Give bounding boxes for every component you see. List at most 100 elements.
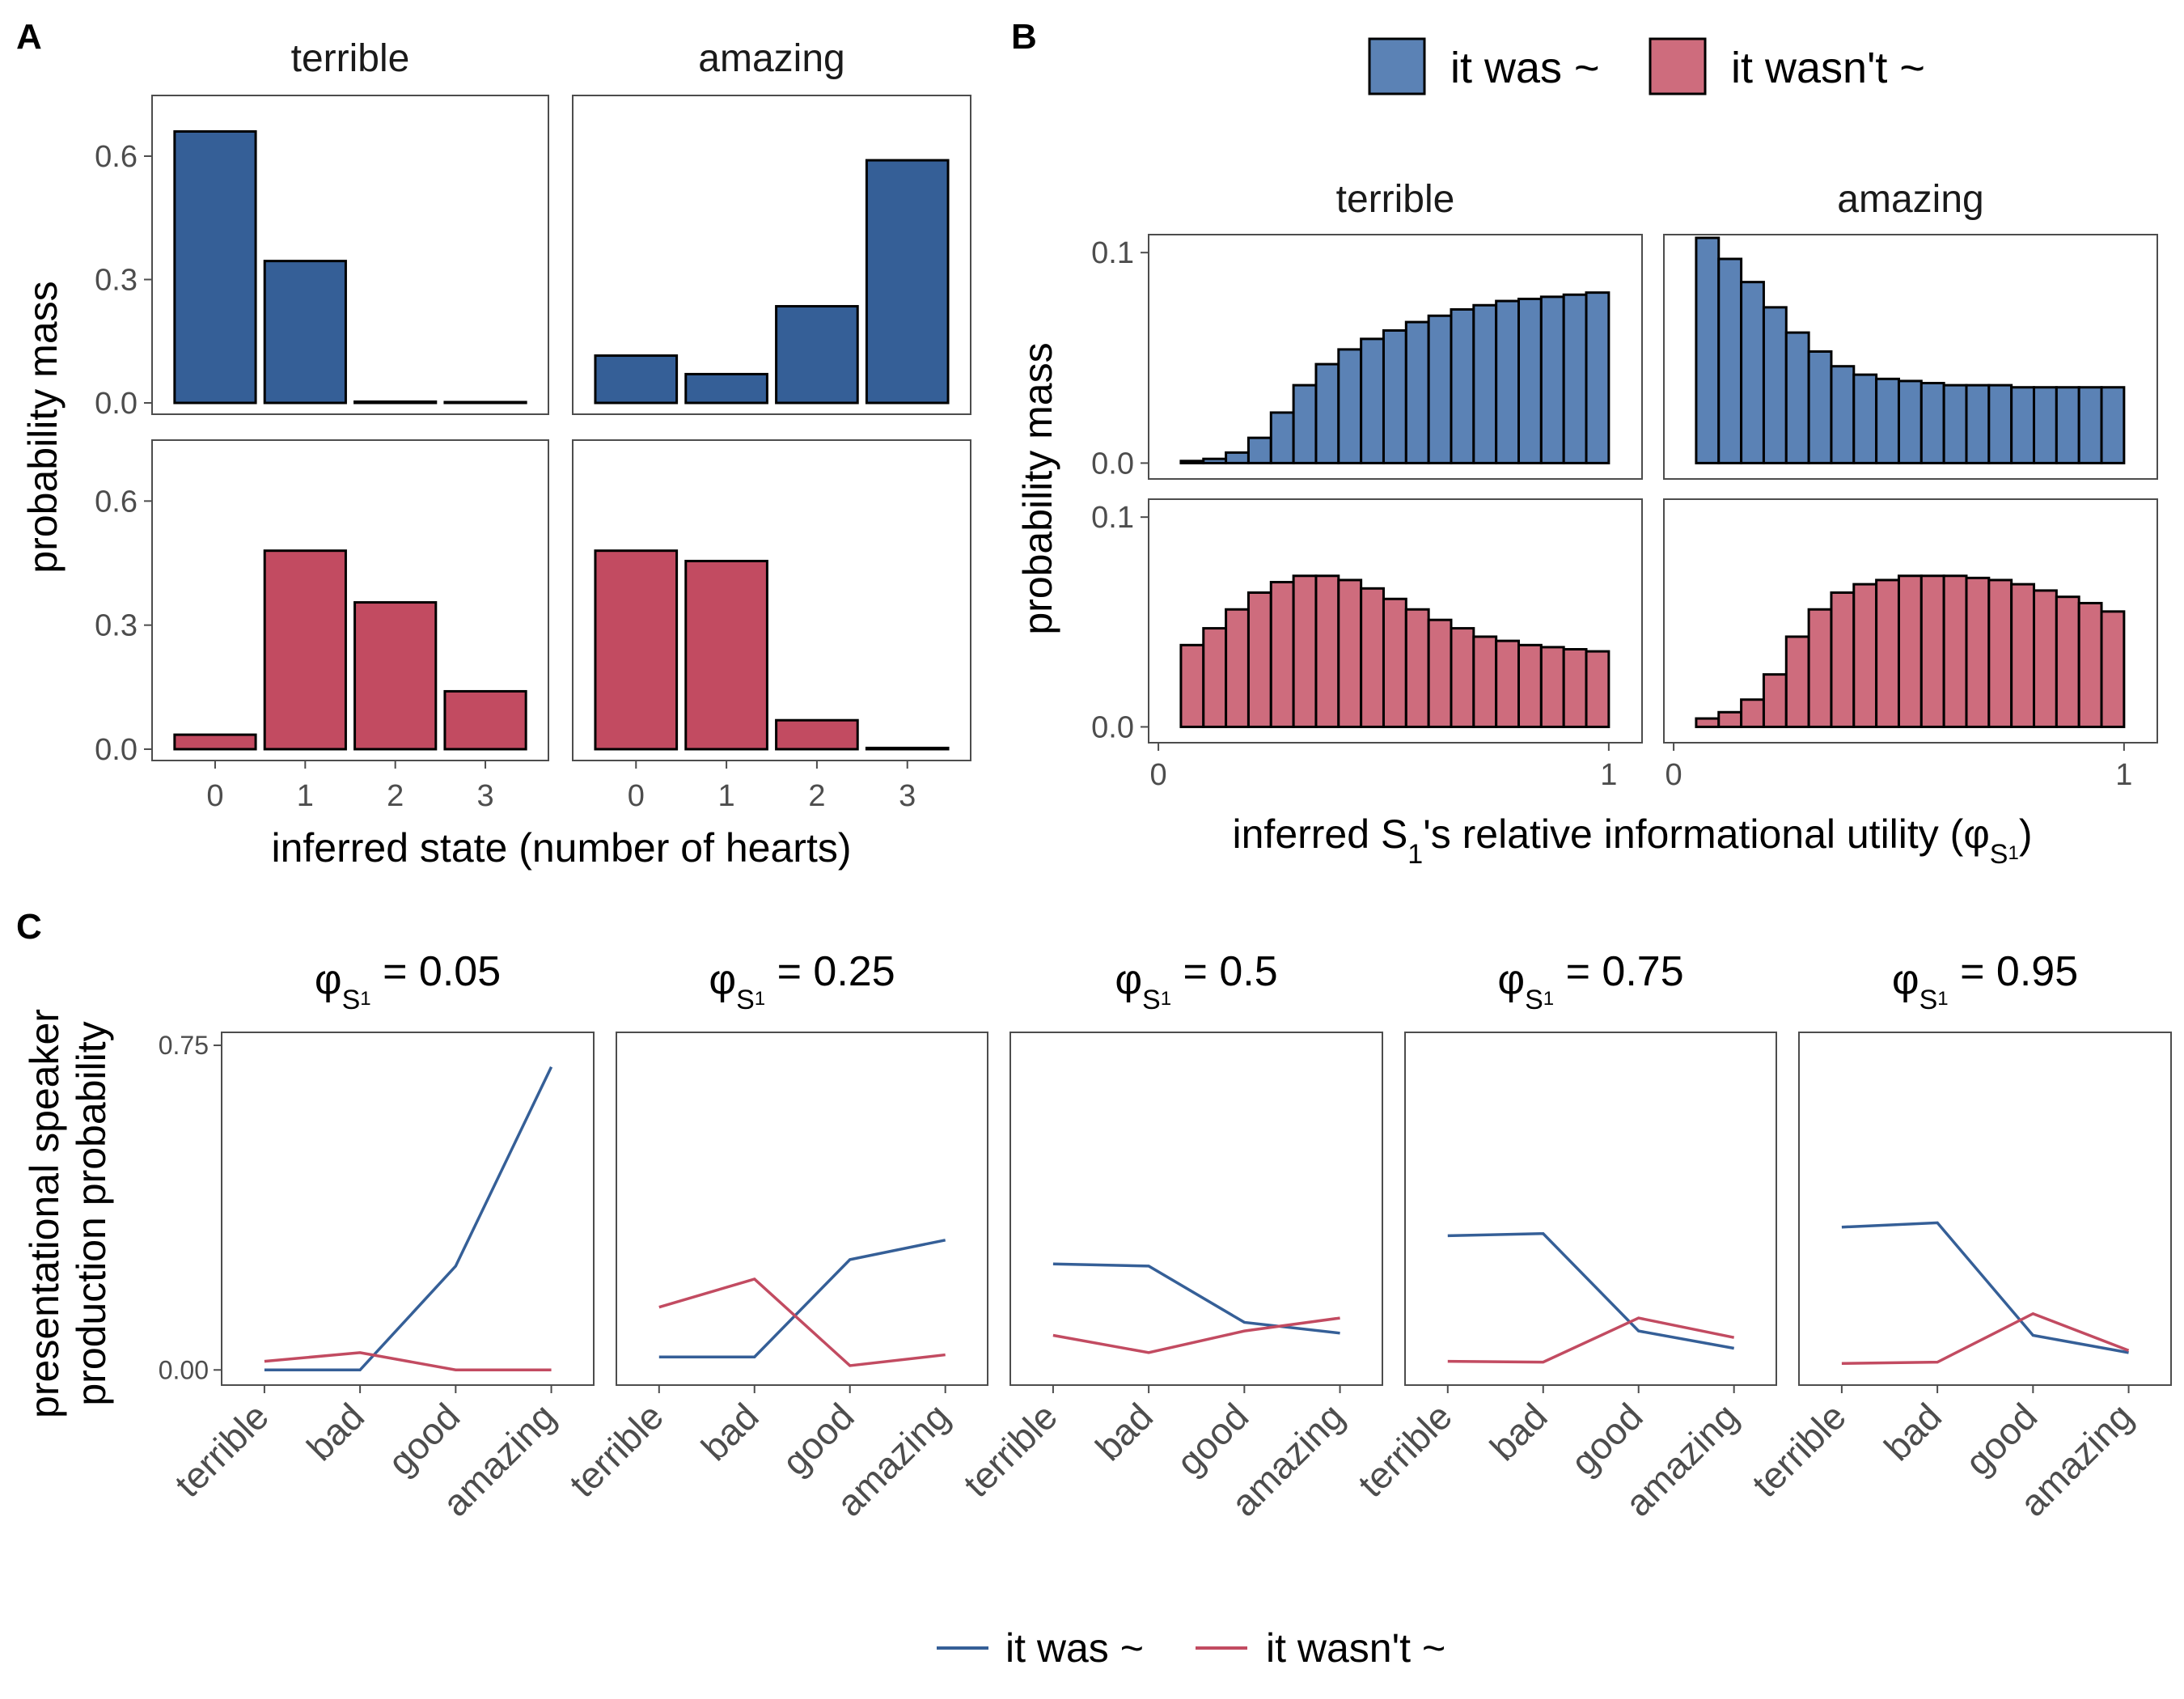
bar-b-0-terrible-12 [1450, 307, 1475, 464]
strip-label-b-terrible: terrible [1336, 178, 1455, 221]
panel-frame-a [572, 95, 971, 415]
panel-frame-c [1404, 1032, 1777, 1386]
bar-b-1-amazing-8 [1875, 578, 1900, 728]
panel-frame-b [1663, 234, 2158, 480]
line-c-1-it-was [658, 1239, 946, 1358]
panel-frame-c [1009, 1032, 1383, 1386]
bar-a-1-amazing-1 [684, 559, 768, 751]
bar-b-0-terrible-3 [1246, 436, 1272, 464]
bar-b-0-terrible-1 [1202, 457, 1228, 464]
bar-b-1-amazing-12 [1965, 576, 1991, 728]
bar-a-0-amazing-1 [684, 372, 768, 405]
bar-b-0-amazing-8 [1875, 377, 1900, 464]
x-tick-label-b: 1 [2115, 758, 2132, 792]
panel-letter-b: B [1011, 17, 1037, 57]
bar-b-0-terrible-4 [1269, 411, 1295, 464]
bar-a-1-terrible-3 [443, 689, 527, 751]
panel-frame-b [1148, 234, 1643, 480]
bar-b-0-terrible-7 [1337, 348, 1363, 464]
x-tick-label-a: 1 [297, 779, 314, 813]
bar-b-0-amazing-14 [2010, 386, 2036, 464]
line-c-0-it-was [264, 1066, 553, 1372]
panel-frame-c [616, 1032, 988, 1386]
bar-a-0-amazing-0 [594, 354, 679, 405]
x-tick-label-a: 2 [387, 779, 404, 813]
bar-b-0-amazing-7 [1852, 373, 1878, 464]
bar-b-1-amazing-10 [1919, 574, 1945, 728]
bar-b-0-terrible-17 [1562, 293, 1588, 464]
x-tick-label-c: terrible [167, 1395, 277, 1505]
bar-b-0-terrible-6 [1314, 362, 1340, 464]
bar-a-1-amazing-0 [594, 549, 679, 751]
x-tick-label-c: good [1957, 1395, 2045, 1483]
x-tick-label-b: 0 [1666, 758, 1682, 792]
bar-a-0-terrible-1 [263, 260, 347, 405]
line-c-4-it-wasnt [1841, 1311, 2130, 1366]
facet-title-c-2: φS1 = 0.5 [1115, 948, 1277, 1015]
y-tick-label-b: 0.0 [1091, 447, 1134, 481]
bar-b-1-terrible-4 [1269, 581, 1295, 728]
bar-b-0-amazing-2 [1740, 281, 1765, 464]
bar-b-1-terrible-8 [1360, 587, 1385, 728]
bar-b-0-terrible-18 [1585, 291, 1610, 464]
bar-b-1-terrible-12 [1450, 627, 1475, 728]
bar-b-0-terrible-15 [1517, 297, 1543, 464]
y-tick-label-a: 0.3 [95, 264, 138, 298]
panel-letter-c: C [16, 907, 42, 947]
panel-frame-c [1798, 1032, 2172, 1386]
bar-b-1-terrible-5 [1292, 574, 1318, 728]
bar-b-1-amazing-18 [2100, 610, 2126, 728]
x-tick-label-b: 0 [1150, 758, 1167, 792]
legend-key-it-was [1368, 37, 1426, 95]
bar-b-0-terrible-16 [1539, 295, 1565, 464]
y-tick-label-a: 0.0 [95, 733, 138, 767]
x-tick-label-c: bad [1087, 1395, 1161, 1468]
y-axis-title-c-line1: presentational speaker [22, 1009, 67, 1418]
bar-b-1-amazing-3 [1762, 673, 1788, 728]
bar-b-1-terrible-10 [1404, 608, 1430, 728]
x-tick-label-c: good [379, 1395, 468, 1483]
x-tick-label-c: bad [298, 1395, 372, 1468]
bar-b-1-amazing-1 [1717, 710, 1743, 728]
panel-frame-a [151, 439, 549, 761]
panel-frame-c [221, 1032, 595, 1386]
line-c-3-it-was [1447, 1231, 1734, 1350]
facet-title-c-1: φS1 = 0.25 [709, 948, 895, 1015]
bar-b-1-amazing-5 [1807, 608, 1833, 728]
legend-label-c-it-was: it was ~ [1005, 1625, 1144, 1671]
legend-label-it-wasnt: it wasn't ~ [1731, 44, 1925, 92]
y-tick-label-b: 0.1 [1091, 501, 1134, 535]
bar-b-1-amazing-13 [1987, 578, 2013, 728]
bar-b-0-amazing-13 [1987, 383, 2013, 464]
bar-a-0-terrible-3 [443, 400, 527, 405]
x-tick-label-b: 1 [1600, 758, 1617, 792]
bar-a-1-amazing-2 [775, 718, 859, 751]
bar-b-0-terrible-11 [1427, 314, 1453, 464]
bar-b-0-terrible-14 [1495, 299, 1521, 464]
x-tick-label-c: terrible [561, 1395, 671, 1505]
bar-b-0-amazing-9 [1897, 379, 1923, 464]
bar-a-1-terrible-0 [173, 733, 257, 751]
panel-b: Bit was ~ it wasn't ~ terrible amazing 0.0 0.… [1011, 17, 2158, 870]
bar-b-1-amazing-11 [1942, 574, 1968, 728]
facet-title-c-3: φS1 = 0.75 [1497, 948, 1683, 1015]
bar-a-1-terrible-2 [353, 601, 438, 751]
x-axis-title-b: inferred S1's relative informational uti… [1233, 811, 2033, 870]
x-tick-label-c: bad [1876, 1395, 1949, 1468]
bar-b-1-amazing-9 [1897, 574, 1923, 728]
strip-label-a-terrible: terrible [291, 37, 410, 80]
bar-b-1-terrible-15 [1517, 643, 1543, 728]
bar-b-0-terrible-13 [1472, 303, 1498, 464]
line-c-2-it-was [1052, 1262, 1340, 1335]
y-tick-label-b: 0.1 [1091, 236, 1134, 270]
y-tick-label-c: 0.75 [159, 1031, 209, 1060]
bar-b-1-terrible-9 [1382, 597, 1407, 728]
bar-b-0-amazing-5 [1807, 350, 1833, 464]
line-c-0-it-wasnt [264, 1351, 552, 1372]
x-tick-label-c: terrible [1350, 1395, 1460, 1505]
bar-b-0-amazing-16 [2055, 386, 2080, 464]
bar-b-0-amazing-18 [2100, 386, 2126, 464]
bar-b-1-terrible-2 [1225, 608, 1250, 728]
